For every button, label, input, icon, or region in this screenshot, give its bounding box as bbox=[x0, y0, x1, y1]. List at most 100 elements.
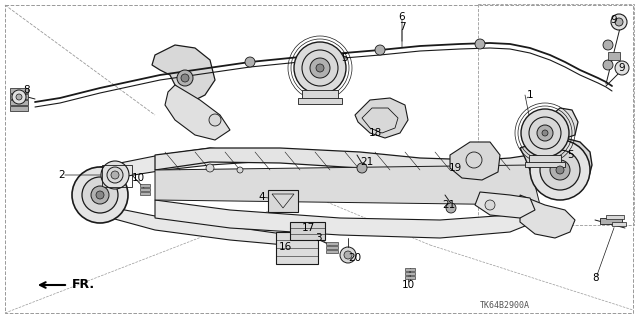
Polygon shape bbox=[155, 148, 530, 173]
Bar bbox=[600, 218, 622, 224]
Text: 20: 20 bbox=[348, 253, 362, 263]
Bar bbox=[10, 106, 28, 111]
Text: TK64B2900A: TK64B2900A bbox=[480, 300, 530, 309]
Polygon shape bbox=[520, 195, 575, 238]
Polygon shape bbox=[155, 165, 540, 205]
Text: 7: 7 bbox=[399, 22, 405, 32]
Circle shape bbox=[550, 160, 570, 180]
Text: 1: 1 bbox=[527, 90, 533, 100]
Bar bbox=[606, 215, 624, 219]
Text: 21: 21 bbox=[360, 157, 374, 167]
Bar bbox=[140, 184, 150, 187]
Circle shape bbox=[603, 60, 613, 70]
Polygon shape bbox=[362, 108, 398, 133]
Circle shape bbox=[101, 161, 129, 189]
Circle shape bbox=[530, 140, 590, 200]
Circle shape bbox=[537, 125, 553, 141]
Text: 18: 18 bbox=[369, 128, 381, 138]
Circle shape bbox=[542, 130, 548, 136]
Circle shape bbox=[294, 42, 346, 94]
Bar bbox=[326, 242, 338, 245]
Text: 4: 4 bbox=[259, 192, 266, 202]
Circle shape bbox=[310, 58, 330, 78]
Text: 8: 8 bbox=[24, 85, 30, 95]
Bar bbox=[326, 246, 338, 249]
Bar bbox=[10, 100, 28, 105]
Text: 3: 3 bbox=[315, 233, 321, 243]
Circle shape bbox=[181, 74, 189, 82]
Circle shape bbox=[485, 200, 495, 210]
Text: 9: 9 bbox=[611, 15, 618, 25]
Text: 5: 5 bbox=[566, 150, 573, 160]
Text: 6: 6 bbox=[399, 12, 405, 22]
Bar bbox=[302, 90, 338, 100]
Polygon shape bbox=[530, 108, 578, 142]
Text: 9: 9 bbox=[619, 63, 625, 73]
Polygon shape bbox=[450, 142, 500, 180]
Circle shape bbox=[237, 167, 243, 173]
Circle shape bbox=[82, 177, 118, 213]
Text: 16: 16 bbox=[278, 242, 292, 252]
Circle shape bbox=[529, 117, 561, 149]
Bar bbox=[268, 190, 298, 212]
Circle shape bbox=[446, 203, 456, 213]
Circle shape bbox=[603, 40, 613, 50]
Circle shape bbox=[206, 164, 214, 172]
Text: 10: 10 bbox=[131, 173, 145, 183]
Circle shape bbox=[107, 167, 123, 183]
Bar bbox=[405, 276, 415, 279]
Circle shape bbox=[615, 18, 623, 26]
Circle shape bbox=[302, 50, 338, 86]
Text: FR.: FR. bbox=[72, 278, 95, 292]
Bar bbox=[405, 268, 415, 271]
Bar bbox=[140, 192, 150, 195]
Circle shape bbox=[540, 150, 580, 190]
Bar bbox=[529, 155, 561, 164]
Bar bbox=[276, 232, 318, 264]
Polygon shape bbox=[100, 205, 290, 245]
Text: 10: 10 bbox=[401, 280, 415, 290]
Circle shape bbox=[475, 39, 485, 49]
Circle shape bbox=[12, 90, 26, 104]
Circle shape bbox=[340, 247, 356, 263]
Bar bbox=[525, 162, 565, 167]
Bar bbox=[612, 222, 626, 226]
Bar bbox=[608, 52, 620, 60]
Circle shape bbox=[521, 109, 569, 157]
Polygon shape bbox=[520, 138, 592, 195]
Circle shape bbox=[16, 94, 22, 100]
Polygon shape bbox=[100, 148, 255, 185]
Circle shape bbox=[615, 61, 629, 75]
Bar bbox=[298, 98, 342, 104]
Bar bbox=[10, 94, 28, 99]
Polygon shape bbox=[155, 200, 540, 238]
Text: 5: 5 bbox=[342, 53, 348, 63]
Circle shape bbox=[245, 57, 255, 67]
Circle shape bbox=[344, 251, 352, 259]
Circle shape bbox=[96, 191, 104, 199]
Circle shape bbox=[466, 152, 482, 168]
Bar bbox=[10, 88, 28, 93]
Circle shape bbox=[556, 166, 564, 174]
Circle shape bbox=[209, 114, 221, 126]
Bar bbox=[290, 222, 325, 240]
Text: 19: 19 bbox=[449, 163, 461, 173]
Bar bbox=[102, 165, 132, 187]
Polygon shape bbox=[152, 45, 215, 100]
Polygon shape bbox=[475, 192, 535, 218]
Circle shape bbox=[611, 14, 627, 30]
Text: 17: 17 bbox=[301, 223, 315, 233]
Polygon shape bbox=[355, 98, 408, 138]
Circle shape bbox=[177, 70, 193, 86]
Bar bbox=[140, 188, 150, 191]
Text: 8: 8 bbox=[593, 273, 599, 283]
Text: 21: 21 bbox=[442, 200, 456, 210]
Circle shape bbox=[375, 45, 385, 55]
Circle shape bbox=[72, 167, 128, 223]
Circle shape bbox=[111, 171, 119, 179]
Circle shape bbox=[357, 163, 367, 173]
Bar bbox=[405, 272, 415, 275]
Bar bbox=[326, 250, 338, 253]
Polygon shape bbox=[272, 194, 294, 208]
Circle shape bbox=[316, 64, 324, 72]
